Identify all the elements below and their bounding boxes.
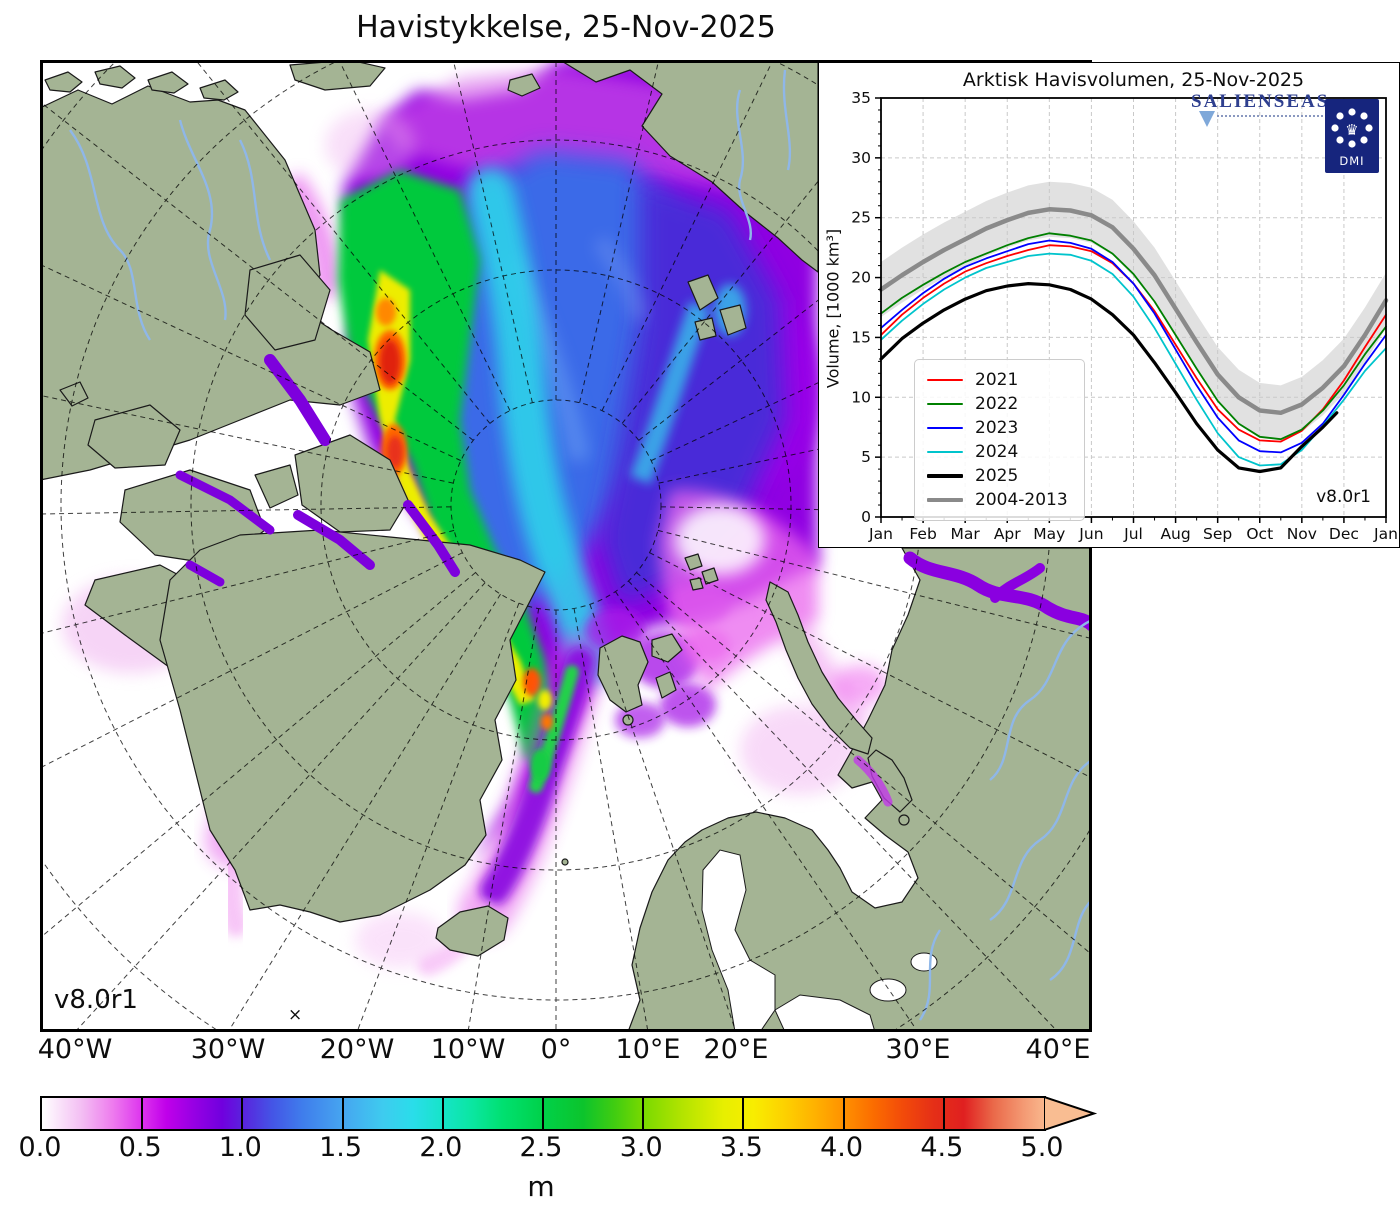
colorbar-tick-label: 1.5 bbox=[319, 1132, 363, 1163]
salienseas-logo: SALIENSEAS bbox=[1191, 91, 1361, 127]
svg-text:Mar: Mar bbox=[951, 525, 981, 543]
lon-label: 30°E bbox=[885, 1034, 951, 1065]
colorbar-tick-label: 2.5 bbox=[519, 1132, 563, 1163]
lon-label: 10°E bbox=[615, 1034, 681, 1065]
map-version-label: v8.0r1 bbox=[54, 985, 138, 1015]
land-layer bbox=[40, 60, 1092, 1032]
lon-label: 40°W bbox=[37, 1034, 113, 1065]
colorbar-tick bbox=[742, 1098, 745, 1129]
svg-text:Jun: Jun bbox=[1078, 525, 1103, 543]
colorbar-tick bbox=[241, 1098, 244, 1129]
chart-version-label: v8.0r1 bbox=[1316, 487, 1371, 507]
svg-text:Apr: Apr bbox=[994, 525, 1021, 543]
svg-text:5: 5 bbox=[861, 448, 871, 466]
svg-text:25: 25 bbox=[851, 209, 871, 227]
lon-label: 10°W bbox=[430, 1034, 506, 1065]
dmi-crown-icon: ♛ DMI bbox=[1331, 108, 1373, 168]
legend-line-swatch bbox=[927, 451, 963, 453]
land-svalbard bbox=[597, 635, 649, 713]
chart-legend: 2021 2022 2023 2024 2025 2004-2013 bbox=[914, 359, 1085, 521]
legend-entry: 2004-2013 bbox=[927, 488, 1068, 512]
colorbar-tick bbox=[141, 1098, 144, 1129]
colorbar-unit-label: m bbox=[527, 1170, 555, 1203]
svg-text:Jan: Jan bbox=[1373, 525, 1398, 543]
svg-text:20: 20 bbox=[851, 269, 871, 287]
colorbar-tick-label: 0.0 bbox=[18, 1132, 62, 1163]
colorbar-tick-label: 0.5 bbox=[118, 1132, 162, 1163]
chart-plot-area: Jan Feb Mar Apr May Jun Jul Aug Sep Oct Nov Dec Jan0… bbox=[851, 89, 1398, 543]
svg-text:Nov: Nov bbox=[1287, 525, 1317, 543]
legend-label: 2004-2013 bbox=[975, 490, 1068, 510]
legend-line-swatch bbox=[927, 427, 963, 429]
legend-entry: 2021 bbox=[927, 368, 1068, 392]
colorbar-overflow-arrow bbox=[1044, 1096, 1098, 1131]
svg-text:Oct: Oct bbox=[1246, 525, 1273, 543]
lon-label: 20°E bbox=[703, 1034, 769, 1065]
legend-entry: 2023 bbox=[927, 416, 1068, 440]
legend-label: 2021 bbox=[975, 370, 1019, 390]
colorbar-tick-label: 4.5 bbox=[920, 1132, 964, 1163]
svg-text:♛: ♛ bbox=[1345, 121, 1358, 139]
land-novaya-zemlya bbox=[765, 581, 873, 755]
legend-label: 2024 bbox=[975, 442, 1019, 462]
colorbar-tick-label: 4.0 bbox=[820, 1132, 864, 1163]
colorbar-tick-label: 3.0 bbox=[619, 1132, 663, 1163]
sea-ice-layer bbox=[62, 60, 888, 976]
colorbar-tick bbox=[842, 1098, 845, 1129]
svg-text:Jan: Jan bbox=[868, 525, 893, 543]
salienseas-tagline-rule bbox=[1217, 115, 1335, 117]
thickness-colorbar bbox=[40, 1096, 1046, 1131]
legend-entry: 2025 bbox=[927, 464, 1068, 488]
lon-label: 0° bbox=[540, 1034, 572, 1065]
colorbar-tick bbox=[542, 1098, 544, 1129]
svg-text:May: May bbox=[1033, 525, 1065, 543]
colorbar-tick bbox=[341, 1098, 344, 1129]
lon-label: 40°E bbox=[1025, 1034, 1091, 1065]
colorbar-tick bbox=[441, 1098, 444, 1129]
svg-text:0: 0 bbox=[861, 508, 871, 526]
colorbar-tick-label: 3.5 bbox=[719, 1132, 763, 1163]
svg-text:10: 10 bbox=[851, 388, 871, 406]
svg-text:Sep: Sep bbox=[1203, 525, 1232, 543]
map-marker: × bbox=[288, 1005, 302, 1025]
colorbar-tick-label: 1.0 bbox=[218, 1132, 262, 1163]
graticule bbox=[40, 60, 1092, 1032]
svg-text:Feb: Feb bbox=[909, 525, 936, 543]
svg-text:35: 35 bbox=[851, 89, 871, 107]
colorbar-tick-label: 2.0 bbox=[419, 1132, 463, 1163]
svg-text:Aug: Aug bbox=[1160, 525, 1190, 543]
legend-line-swatch bbox=[927, 497, 963, 503]
salienseas-wordmark: SALIENSEAS bbox=[1191, 91, 1330, 112]
land-iceland bbox=[435, 905, 509, 957]
lon-label: 30°W bbox=[190, 1034, 266, 1065]
dmi-logo: ♛ DMI bbox=[1325, 99, 1379, 173]
legend-line-swatch bbox=[927, 403, 963, 405]
svg-text:Dec: Dec bbox=[1329, 525, 1359, 543]
volume-chart-panel: Arktisk Havisvolumen, 25-Nov-2025 Volume… bbox=[818, 62, 1400, 548]
rivers bbox=[69, 69, 1092, 1021]
chart-title: Arktisk Havisvolumen, 25-Nov-2025 bbox=[962, 69, 1305, 91]
map-title: Havistykkelse, 25-Nov-2025 bbox=[356, 10, 776, 45]
svg-text:15: 15 bbox=[851, 328, 871, 346]
svg-text:DMI: DMI bbox=[1339, 154, 1364, 168]
ice-channels bbox=[175, 354, 1092, 807]
land-greenland bbox=[159, 529, 546, 923]
svg-text:30: 30 bbox=[851, 149, 871, 167]
svg-text:Jul: Jul bbox=[1123, 525, 1143, 543]
colorbar-tick-label: 5.0 bbox=[1020, 1132, 1064, 1163]
legend-label: 2025 bbox=[975, 466, 1019, 486]
lon-label: 20°W bbox=[319, 1034, 395, 1065]
colorbar-tick bbox=[942, 1098, 945, 1129]
legend-line-swatch bbox=[927, 474, 963, 478]
land-ellesmere-island bbox=[294, 434, 409, 533]
salienseas-sail-icon bbox=[1199, 111, 1215, 127]
legend-entry: 2022 bbox=[927, 392, 1068, 416]
legend-label: 2023 bbox=[975, 418, 1019, 438]
legend-line-swatch bbox=[927, 379, 963, 381]
colorbar-tick bbox=[642, 1098, 645, 1129]
legend-label: 2022 bbox=[975, 394, 1019, 414]
legend-entry: 2024 bbox=[927, 440, 1068, 464]
land-banks-island bbox=[87, 404, 181, 469]
